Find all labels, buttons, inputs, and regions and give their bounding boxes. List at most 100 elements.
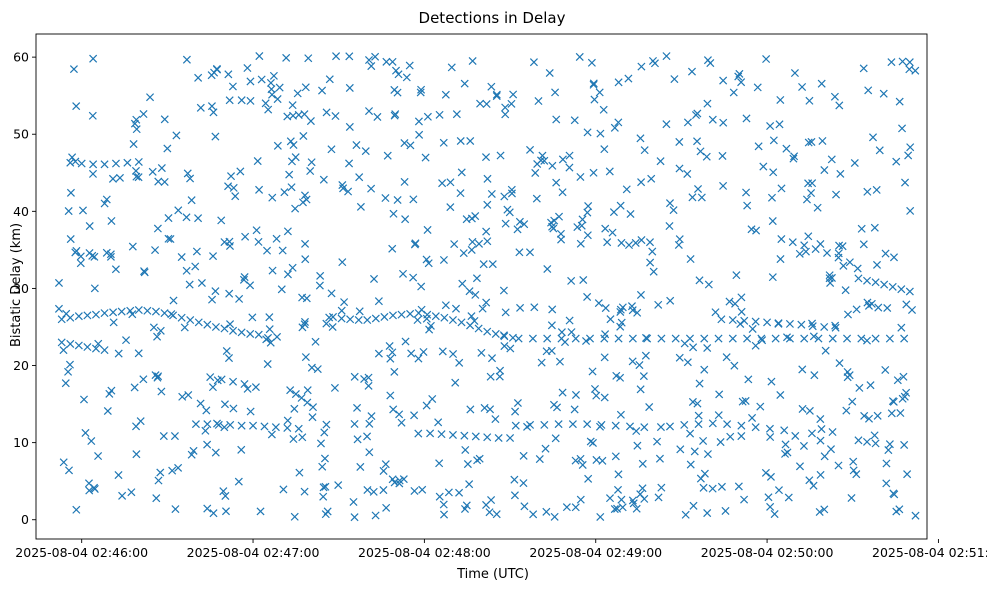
detection-marker <box>703 509 712 518</box>
detection-marker <box>782 144 791 153</box>
detection-marker <box>303 398 312 407</box>
detection-marker <box>463 460 472 469</box>
detection-marker <box>383 151 392 160</box>
detection-marker <box>389 209 398 218</box>
detection-marker <box>355 173 364 182</box>
detection-marker <box>816 415 825 424</box>
detection-marker <box>696 147 705 156</box>
detection-marker <box>537 358 546 367</box>
detection-marker <box>65 360 74 369</box>
detection-marker <box>609 208 618 217</box>
detection-marker <box>723 420 732 429</box>
detection-marker <box>870 431 879 440</box>
detection-marker <box>297 393 306 402</box>
detection-marker <box>590 384 599 393</box>
detection-marker <box>367 184 376 193</box>
detection-marker <box>450 240 459 249</box>
detection-marker <box>567 328 576 337</box>
detection-marker <box>208 295 217 304</box>
detection-marker <box>641 351 650 360</box>
detection-marker <box>346 315 355 324</box>
y-tick-label: 30 <box>13 281 29 296</box>
detection-marker <box>648 56 658 65</box>
detection-marker <box>226 320 235 329</box>
detection-marker <box>808 322 817 331</box>
detection-marker <box>567 276 576 285</box>
detection-marker <box>134 305 143 315</box>
detection-marker <box>725 297 734 306</box>
detection-marker <box>662 52 671 61</box>
detection-marker <box>882 459 891 468</box>
detection-marker <box>416 88 425 97</box>
detection-marker <box>201 426 210 435</box>
detection-marker <box>89 54 98 63</box>
detection-marker <box>862 336 872 345</box>
detection-marker <box>106 250 115 259</box>
detection-marker <box>501 103 510 112</box>
detection-marker <box>118 491 127 500</box>
detection-marker <box>515 248 524 257</box>
detection-marker <box>636 290 645 299</box>
detection-marker <box>353 403 362 412</box>
detection-marker <box>298 433 307 442</box>
detection-marker <box>194 73 203 82</box>
detection-marker <box>246 329 255 338</box>
detection-marker <box>706 59 715 68</box>
detection-marker <box>393 88 402 97</box>
detection-marker <box>686 254 695 264</box>
detection-marker <box>255 185 264 194</box>
detection-marker <box>212 65 222 74</box>
detection-marker <box>467 312 476 321</box>
detection-marker <box>734 482 743 491</box>
detection-marker <box>90 484 99 493</box>
detection-marker <box>251 383 260 392</box>
detection-marker <box>816 239 825 249</box>
y-tick-label: 40 <box>13 204 29 219</box>
detection-marker <box>594 299 603 308</box>
detection-marker <box>371 314 380 323</box>
detection-marker <box>353 435 362 444</box>
detection-marker <box>235 294 244 303</box>
detection-marker <box>763 318 772 327</box>
detection-marker <box>159 432 168 441</box>
detection-marker <box>256 507 265 516</box>
detection-marker <box>715 390 724 399</box>
detection-marker <box>128 242 137 251</box>
detection-marker <box>189 446 198 455</box>
detection-marker <box>131 166 140 175</box>
detection-marker <box>547 321 556 330</box>
detection-marker <box>903 470 912 479</box>
detection-marker <box>809 332 818 341</box>
detection-marker <box>697 193 706 202</box>
detection-marker <box>89 160 98 169</box>
detection-marker <box>904 151 913 160</box>
detection-marker <box>168 466 177 475</box>
detection-marker <box>306 117 315 126</box>
detection-marker <box>802 195 811 204</box>
detection-marker <box>379 486 388 495</box>
detection-marker <box>854 436 863 445</box>
detection-marker <box>397 418 406 427</box>
detection-marker <box>388 57 397 66</box>
detection-marker <box>882 479 891 488</box>
detection-marker <box>72 505 81 514</box>
detection-marker <box>483 200 492 209</box>
detection-marker <box>211 132 220 141</box>
detection-marker <box>439 500 448 509</box>
detection-marker <box>221 491 230 500</box>
detection-marker <box>688 397 697 406</box>
y-tick-label: 50 <box>13 127 29 142</box>
detection-marker <box>860 411 869 420</box>
detection-marker <box>136 417 145 426</box>
detection-marker <box>478 304 487 313</box>
detection-marker <box>694 411 703 420</box>
detection-marker <box>388 244 397 253</box>
detection-marker <box>322 420 331 429</box>
detection-marker <box>885 440 894 449</box>
detection-marker <box>600 145 609 154</box>
detection-marker <box>519 451 528 460</box>
detection-marker <box>132 125 141 134</box>
detection-marker <box>88 111 97 120</box>
detection-marker <box>633 441 642 450</box>
detection-marker <box>722 353 731 362</box>
